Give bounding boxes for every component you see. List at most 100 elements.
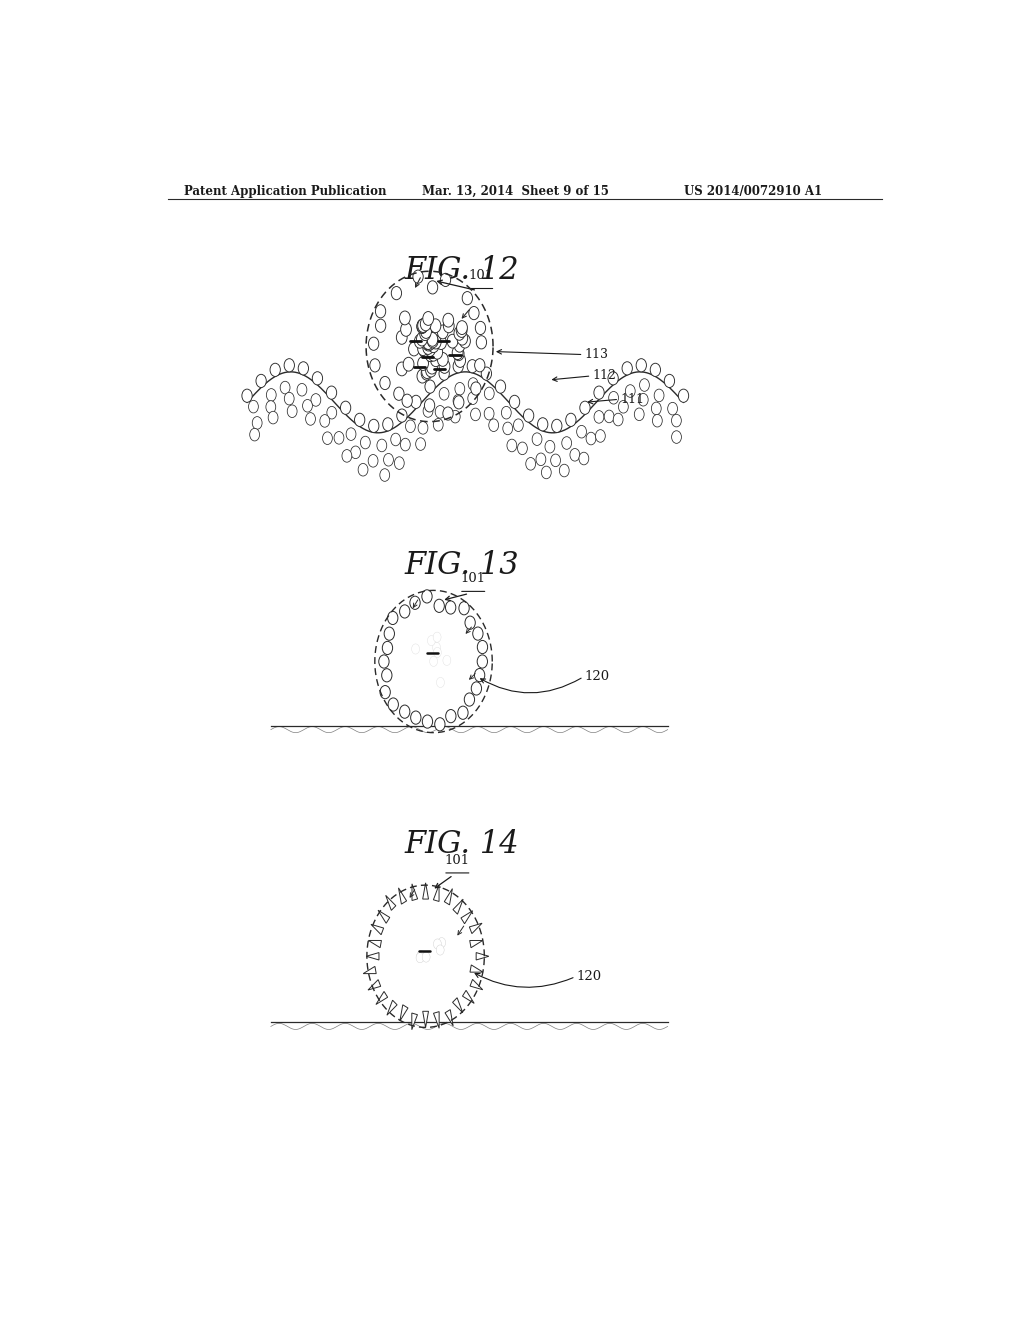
Circle shape [417, 370, 428, 383]
Circle shape [421, 366, 432, 380]
Circle shape [428, 347, 439, 362]
Circle shape [678, 389, 689, 403]
Circle shape [420, 327, 430, 341]
Circle shape [416, 953, 424, 962]
Circle shape [420, 317, 431, 331]
Circle shape [439, 359, 450, 374]
Circle shape [327, 385, 337, 399]
Circle shape [369, 420, 379, 433]
Circle shape [668, 403, 678, 414]
Circle shape [440, 273, 451, 286]
Circle shape [399, 705, 410, 718]
Circle shape [382, 642, 392, 655]
Circle shape [383, 417, 393, 430]
Circle shape [430, 352, 441, 367]
Circle shape [634, 408, 644, 421]
Text: US 2014/0072910 A1: US 2014/0072910 A1 [684, 185, 821, 198]
Circle shape [425, 348, 436, 362]
Circle shape [513, 418, 523, 432]
Circle shape [418, 342, 428, 355]
Circle shape [502, 407, 511, 418]
Polygon shape [386, 895, 396, 911]
Circle shape [454, 396, 464, 409]
Circle shape [427, 333, 438, 346]
Circle shape [604, 411, 614, 422]
Circle shape [465, 616, 475, 630]
Circle shape [424, 399, 435, 412]
Circle shape [428, 339, 439, 352]
Circle shape [382, 669, 392, 682]
Circle shape [481, 367, 492, 380]
Circle shape [579, 453, 589, 465]
Circle shape [402, 395, 413, 408]
Text: 101: 101 [469, 269, 494, 282]
Circle shape [471, 408, 480, 421]
Circle shape [250, 428, 259, 441]
Circle shape [415, 334, 425, 348]
Circle shape [394, 387, 404, 400]
Circle shape [422, 715, 432, 729]
Text: 120: 120 [577, 970, 601, 983]
Polygon shape [453, 899, 463, 915]
Circle shape [545, 441, 555, 453]
Circle shape [399, 605, 410, 618]
Circle shape [384, 627, 394, 640]
Circle shape [411, 395, 421, 408]
Circle shape [453, 395, 463, 407]
Text: FIG. 12: FIG. 12 [404, 255, 518, 286]
Circle shape [433, 418, 443, 432]
Circle shape [445, 601, 456, 614]
Circle shape [455, 338, 465, 352]
Circle shape [453, 359, 464, 372]
Circle shape [577, 425, 587, 438]
Circle shape [651, 403, 662, 414]
Circle shape [427, 334, 438, 348]
Circle shape [436, 945, 444, 956]
Circle shape [562, 437, 571, 449]
Circle shape [430, 656, 437, 667]
Circle shape [442, 407, 454, 420]
Polygon shape [445, 1010, 454, 1026]
Circle shape [622, 362, 633, 375]
Circle shape [411, 711, 421, 725]
Circle shape [436, 677, 444, 688]
Circle shape [454, 326, 465, 341]
Circle shape [523, 409, 534, 422]
Circle shape [638, 393, 648, 407]
Polygon shape [412, 884, 418, 900]
Circle shape [437, 937, 445, 948]
Circle shape [422, 952, 430, 962]
Circle shape [413, 271, 423, 284]
Circle shape [613, 413, 623, 426]
Polygon shape [371, 924, 384, 935]
Circle shape [319, 414, 330, 428]
Circle shape [327, 407, 337, 418]
Circle shape [418, 356, 428, 371]
Circle shape [379, 655, 389, 668]
Circle shape [477, 640, 487, 653]
Circle shape [477, 655, 487, 668]
Circle shape [391, 286, 401, 300]
Circle shape [565, 413, 577, 426]
Circle shape [608, 372, 618, 385]
Polygon shape [444, 888, 453, 906]
Circle shape [256, 375, 266, 388]
Circle shape [284, 359, 295, 372]
Circle shape [406, 420, 416, 433]
Circle shape [471, 682, 481, 696]
Circle shape [455, 383, 465, 395]
Circle shape [342, 450, 352, 462]
Circle shape [388, 698, 398, 711]
Text: FIG. 13: FIG. 13 [404, 549, 518, 581]
Circle shape [242, 389, 252, 403]
Circle shape [447, 334, 458, 348]
Circle shape [311, 393, 321, 407]
Circle shape [323, 432, 333, 445]
Circle shape [423, 337, 434, 351]
Circle shape [249, 400, 258, 413]
Circle shape [503, 422, 513, 434]
Text: 113: 113 [585, 348, 608, 362]
Circle shape [419, 345, 430, 358]
Circle shape [484, 387, 495, 400]
Circle shape [594, 385, 604, 399]
